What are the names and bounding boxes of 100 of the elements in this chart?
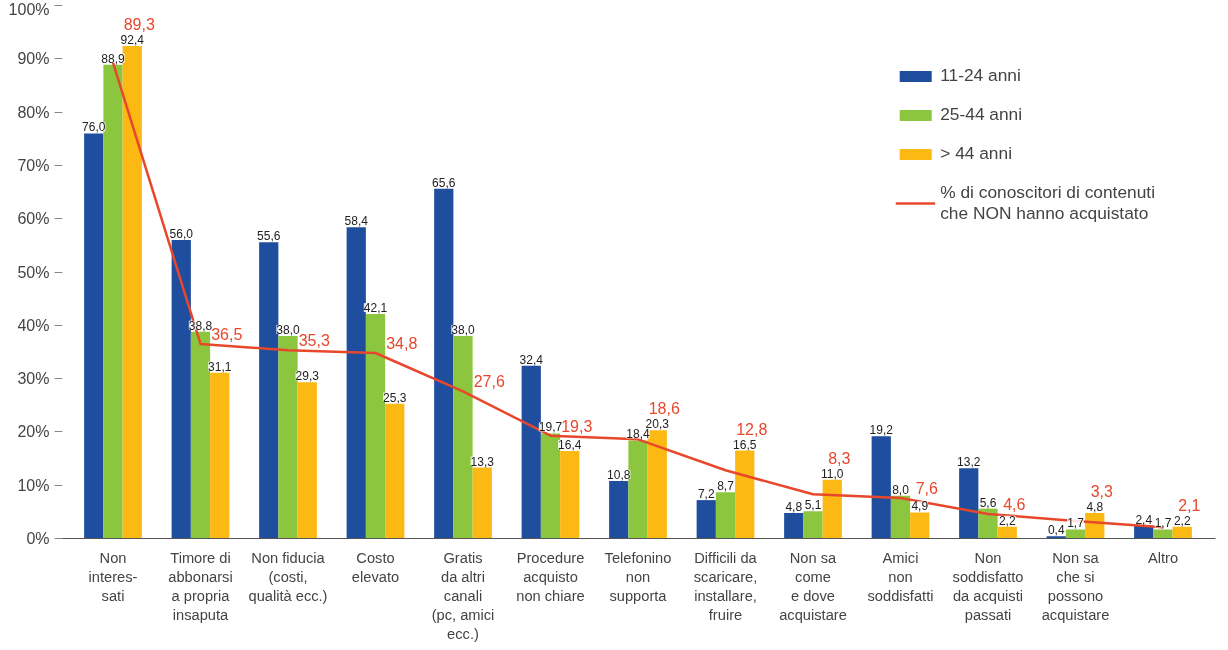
- x-tick-label: Non soddisfatto da acquisti passati: [952, 549, 1024, 624]
- data-label: 19,7: [538, 420, 563, 435]
- data-label: 4,8: [785, 499, 803, 514]
- data-label: 38,0: [451, 322, 475, 337]
- bar: [472, 467, 492, 539]
- y-tick-label: 40%: [17, 316, 50, 334]
- x-tick-label: Costo elevato: [351, 549, 400, 585]
- bar: [696, 500, 716, 539]
- data-label: 38,0: [276, 322, 300, 337]
- y-tick-label: 30%: [17, 370, 50, 388]
- data-label: 11,0: [821, 466, 844, 481]
- bar: [346, 227, 366, 539]
- x-tick-label: Non interes- sati: [88, 549, 138, 604]
- data-label: 4,6: [1003, 495, 1026, 513]
- legend-label: > 44 anni: [940, 143, 1012, 164]
- x-tick-label: Altro: [1147, 549, 1179, 566]
- bar: [560, 451, 580, 539]
- data-label: 35,3: [298, 332, 330, 350]
- data-label: 16,4: [558, 438, 582, 453]
- data-label: 19,3: [561, 417, 593, 435]
- data-label: 29,3: [295, 369, 320, 384]
- y-tick-label: 60%: [17, 210, 50, 228]
- data-label: 55,6: [257, 229, 281, 244]
- data-label: 1,7: [1154, 516, 1172, 531]
- data-label: 2,2: [998, 513, 1016, 528]
- data-label: 56,0: [169, 227, 194, 242]
- data-label: 32,4: [519, 352, 544, 367]
- data-label: 34,8: [386, 335, 418, 353]
- x-tick-label: Non sa che si possono acquistare: [1041, 549, 1110, 624]
- x-tick-label: Amici non soddisfatti: [867, 549, 934, 604]
- bar: [521, 365, 541, 539]
- data-label: 2,2: [1173, 513, 1191, 528]
- data-label: 16,5: [733, 437, 757, 452]
- data-label: 7,2: [697, 487, 715, 502]
- data-label: 8,3: [828, 449, 851, 467]
- data-label: 65,6: [432, 175, 456, 190]
- bar: [959, 468, 979, 539]
- data-label: 4,9: [911, 499, 929, 514]
- data-label: 13,2: [957, 455, 981, 470]
- x-tick-label: Difficili da scaricare, installare, fruire: [693, 549, 758, 624]
- y-tick-label: 90%: [17, 50, 50, 68]
- y-tick-label: 100%: [8, 0, 50, 18]
- data-label: 5,6: [979, 495, 997, 510]
- data-label: 38,8: [188, 318, 213, 333]
- data-label: 2,1: [1178, 496, 1201, 514]
- bar: [784, 512, 804, 539]
- x-tick-label: Gratis da altri canali (pc, amici ecc.): [431, 549, 495, 643]
- bar: [871, 436, 891, 539]
- bar: [1172, 526, 1192, 539]
- data-label: 58,4: [344, 214, 369, 229]
- bar: [1153, 529, 1173, 539]
- y-tick-label: 20%: [17, 423, 50, 441]
- bar: [278, 335, 298, 539]
- data-label: 19,2: [869, 423, 894, 438]
- bar: [1046, 536, 1066, 539]
- bar: [259, 242, 279, 539]
- bar: [735, 450, 755, 539]
- bar: [609, 480, 629, 539]
- bar: [910, 512, 930, 539]
- bar: [453, 335, 473, 539]
- bar: [715, 492, 736, 539]
- bar: [890, 495, 911, 539]
- bar: [822, 479, 842, 539]
- bar: [434, 188, 454, 539]
- data-label: 4,8: [1086, 499, 1104, 514]
- data-label: 8,7: [717, 479, 735, 494]
- x-tick-label: Non sa come e dove acquistare: [779, 549, 847, 624]
- bar: [84, 133, 104, 539]
- x-tick-label: Timore di abbonarsi a propria insaputa: [168, 549, 233, 624]
- bar: [171, 240, 191, 539]
- data-label: 31,1: [208, 359, 232, 374]
- data-label: 25,3: [383, 390, 407, 405]
- legend-label: 25-44 anni: [940, 104, 1023, 125]
- y-tick-label: 50%: [17, 263, 50, 281]
- legend-label: 11-24 anni: [940, 65, 1021, 86]
- data-label: 0,4: [1047, 523, 1065, 538]
- data-label: 89,3: [123, 16, 155, 34]
- x-tick-label: Procedure acquisto non chiare: [516, 549, 585, 604]
- data-label: 3,3: [1090, 482, 1113, 500]
- data-label: 7,6: [915, 479, 938, 497]
- data-label: 27,6: [473, 373, 505, 391]
- data-label: 13,3: [470, 454, 495, 469]
- y-tick-label: 0%: [26, 530, 50, 547]
- bar: [210, 372, 230, 539]
- data-label: 8,0: [892, 482, 910, 497]
- bar: [628, 440, 648, 539]
- data-label: 18,6: [648, 400, 680, 418]
- bar: [297, 382, 317, 539]
- data-label: 10,8: [607, 467, 631, 482]
- data-label: 92,4: [120, 33, 145, 48]
- bar: [122, 46, 142, 539]
- bar: [540, 433, 561, 539]
- bar: [1065, 529, 1086, 539]
- x-tick-label: Non fiducia (costi, qualità ecc.): [248, 549, 328, 604]
- legend-label: % di conoscitori di contenuti che NON hanno acquistato: [940, 182, 1155, 224]
- data-label: 36,5: [211, 325, 243, 343]
- bar: [997, 526, 1017, 539]
- data-label: 88,9: [101, 51, 125, 66]
- bar: [803, 511, 823, 539]
- data-label: 42,1: [363, 301, 388, 316]
